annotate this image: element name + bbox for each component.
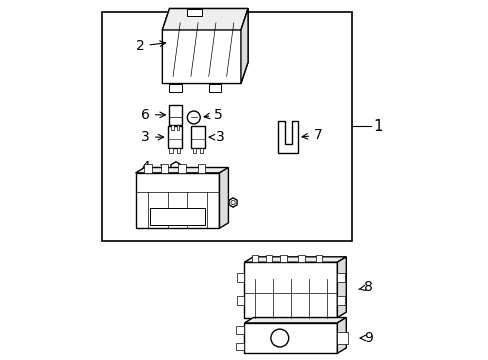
Polygon shape bbox=[171, 162, 181, 173]
Polygon shape bbox=[244, 318, 346, 323]
Bar bbox=[337, 332, 347, 344]
Bar bbox=[200, 148, 203, 153]
Text: 2: 2 bbox=[136, 39, 165, 53]
Bar bbox=[149, 208, 205, 225]
Bar bbox=[176, 125, 179, 130]
Bar bbox=[198, 164, 205, 173]
Bar bbox=[208, 84, 221, 93]
Text: 7: 7 bbox=[302, 129, 322, 142]
Bar bbox=[251, 255, 258, 262]
Text: 3: 3 bbox=[209, 130, 224, 144]
Bar bbox=[280, 255, 286, 262]
Bar bbox=[178, 164, 185, 173]
Bar bbox=[171, 125, 174, 130]
Polygon shape bbox=[162, 9, 247, 84]
Bar bbox=[244, 262, 337, 318]
Bar bbox=[236, 273, 244, 282]
Bar bbox=[235, 327, 244, 334]
Bar bbox=[298, 255, 304, 262]
Polygon shape bbox=[278, 121, 298, 153]
Bar bbox=[135, 173, 219, 228]
Bar bbox=[187, 9, 201, 16]
Bar bbox=[244, 323, 337, 353]
Text: 5: 5 bbox=[204, 108, 223, 122]
Circle shape bbox=[230, 201, 235, 204]
Bar bbox=[160, 164, 167, 173]
Text: 3: 3 bbox=[141, 130, 163, 144]
Circle shape bbox=[187, 111, 200, 124]
Text: 6: 6 bbox=[141, 108, 165, 122]
Bar bbox=[190, 126, 205, 148]
Bar bbox=[315, 255, 322, 262]
Polygon shape bbox=[337, 318, 346, 353]
Polygon shape bbox=[337, 257, 346, 318]
Bar bbox=[235, 343, 244, 350]
Bar bbox=[169, 148, 173, 153]
Bar bbox=[169, 105, 182, 125]
Polygon shape bbox=[244, 257, 346, 262]
Bar bbox=[236, 296, 244, 305]
Polygon shape bbox=[162, 9, 247, 30]
Polygon shape bbox=[135, 167, 228, 173]
Text: 8: 8 bbox=[358, 280, 372, 294]
Circle shape bbox=[270, 329, 288, 347]
Polygon shape bbox=[219, 167, 228, 228]
Polygon shape bbox=[241, 9, 247, 84]
Polygon shape bbox=[228, 198, 237, 207]
Text: 1: 1 bbox=[372, 119, 382, 134]
Text: 4: 4 bbox=[141, 161, 166, 175]
Bar bbox=[337, 296, 345, 305]
Bar bbox=[176, 148, 180, 153]
Bar bbox=[102, 12, 351, 241]
Bar bbox=[144, 164, 151, 173]
Bar bbox=[169, 84, 182, 93]
Bar bbox=[337, 273, 345, 282]
Bar bbox=[167, 126, 182, 148]
Text: 9: 9 bbox=[359, 331, 372, 345]
Bar bbox=[265, 255, 272, 262]
Bar bbox=[192, 148, 196, 153]
